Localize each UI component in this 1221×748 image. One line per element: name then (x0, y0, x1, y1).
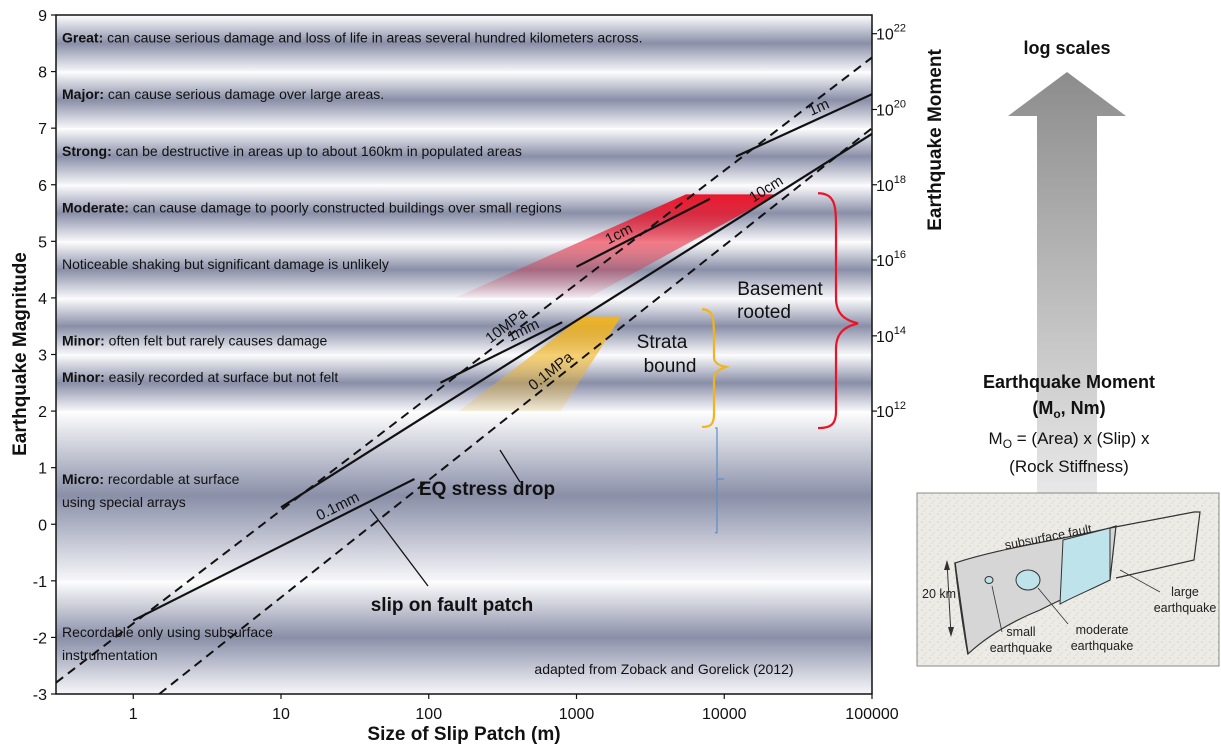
magnitude-bands (56, 15, 872, 694)
y-tick-label: 0 (38, 517, 47, 534)
y-tick-label: 3 (38, 348, 47, 365)
series-line-0p1mm (132, 478, 415, 622)
strata-bracket (701, 308, 731, 429)
basement-label-2: rooted (737, 302, 791, 323)
band-label-6: Minor: easily recorded at surface but no… (62, 369, 338, 385)
y2-axis-title: Earthquake Moment (925, 49, 946, 231)
series-line-10cm (280, 132, 872, 509)
y-tick-label: 2 (38, 404, 47, 421)
y2-tick-label: 1022 (876, 23, 906, 44)
y2-tick-label: 1018 (876, 174, 906, 195)
y-tick-label: 6 (38, 178, 47, 195)
band-6 (56, 354, 872, 412)
band-label-8-line2: instrumentation (62, 647, 158, 663)
y-axis-title: Earthquake Magnitude (10, 252, 31, 456)
y-tick-label: 9 (38, 8, 47, 25)
x-tick-label: 10000 (702, 706, 747, 723)
y2-tick-label: 1016 (876, 249, 906, 270)
band-label-8: Recordable only using subsurface (62, 624, 273, 640)
x-tick-label: 100 (415, 706, 442, 723)
band-label-5: Minor: often felt but rarely causes dama… (62, 332, 328, 348)
y2-tick-label: 1014 (876, 325, 906, 346)
band-labels: Great: can cause serious damage and loss… (62, 30, 643, 663)
moment-formula-line1: MO = (Area) x (Slip) x (989, 429, 1150, 451)
x-tick-label: 1000 (559, 706, 595, 723)
slip-pointer (369, 508, 429, 587)
moment-title: Earthquake Moment (983, 372, 1155, 392)
moderate-earthquake-label-1: moderate (1076, 623, 1129, 637)
band-1 (56, 71, 872, 129)
band-8 (56, 580, 872, 694)
stress-drop-label: EQ stress drop (419, 479, 555, 500)
y-tick-label: 8 (38, 65, 47, 82)
series-line-1mm (439, 321, 563, 384)
x-tick-label: 10 (272, 706, 290, 723)
strata-label-1: Strata (637, 332, 688, 353)
y-tick-label: -3 (33, 687, 47, 704)
band-4 (56, 241, 872, 298)
band-label-1: Major: can cause serious damage over lar… (62, 86, 384, 102)
x-axis-title: Size of Slip Patch (m) (367, 724, 560, 745)
band-label-4: Noticeable shaking but significant damag… (62, 256, 389, 272)
strata-label-2: bound (644, 356, 697, 377)
region-strata-bound (458, 316, 621, 412)
band-7 (56, 411, 872, 581)
micro-bracket (715, 427, 724, 534)
large-earthquake-label-2: earthquake (1154, 601, 1217, 615)
y-tick-label: 7 (38, 121, 47, 138)
small-earthquake-area (984, 576, 994, 584)
basement-bracket (817, 192, 859, 430)
band-5 (56, 297, 872, 355)
y-tick-label: 5 (38, 234, 47, 251)
fault-diagram (916, 492, 1220, 667)
x-tick-label: 100000 (845, 706, 898, 723)
moderate-earthquake-label-2: earthquake (1071, 639, 1134, 653)
stress-drop-pointer (499, 449, 521, 483)
large-earthquake-area (1059, 527, 1111, 605)
moment-units: (Mo, Nm) (1032, 398, 1105, 421)
band-label-7: Micro: recordable at surface (62, 471, 240, 487)
moderate-earthquake-area (1015, 569, 1041, 591)
small-earthquake-label-1: small (1006, 625, 1035, 639)
series-line-0p1mpa (158, 127, 872, 694)
series-line-1m (735, 93, 872, 158)
log-scales-arrow (1008, 72, 1126, 600)
band-0 (56, 15, 872, 72)
band-label-2: Strong: can be destructive in areas up t… (62, 143, 522, 159)
axis-ticks: -3 -2 -1 0 1 2 3 4 5 6 7 8 9 1 10 100 1000 10000 100000 101… (33, 8, 906, 723)
band-label-3: Moderate: can cause damage to poorly con… (62, 199, 562, 215)
x-tick-label: 1 (129, 706, 138, 723)
scaling-lines (56, 56, 872, 694)
y2-tick-label: 1012 (876, 400, 906, 421)
slip-label: slip on fault patch (371, 595, 534, 616)
y-tick-label: 1 (38, 461, 47, 478)
log-scales-label: log scales (1023, 38, 1110, 58)
series-line-1cm (576, 197, 711, 268)
y-tick-label: 4 (38, 291, 47, 308)
small-earthquake-label-2: earthquake (990, 641, 1053, 655)
band-label-7-line2: using special arrays (62, 494, 186, 510)
y2-tick-label: 1020 (876, 98, 906, 119)
source-credit: adapted from Zoback and Gorelick (2012) (534, 661, 793, 677)
moment-formula-line2: (Rock Stiffness) (1009, 457, 1129, 476)
y-tick-label: -2 (33, 630, 47, 647)
large-earthquake-label-1: large (1171, 585, 1199, 599)
band-label-0: Great: can cause serious damage and loss… (62, 30, 643, 46)
depth-label: 20 km (922, 587, 956, 601)
y-tick-label: -1 (33, 574, 47, 591)
basement-label-1: Basement (737, 279, 823, 300)
